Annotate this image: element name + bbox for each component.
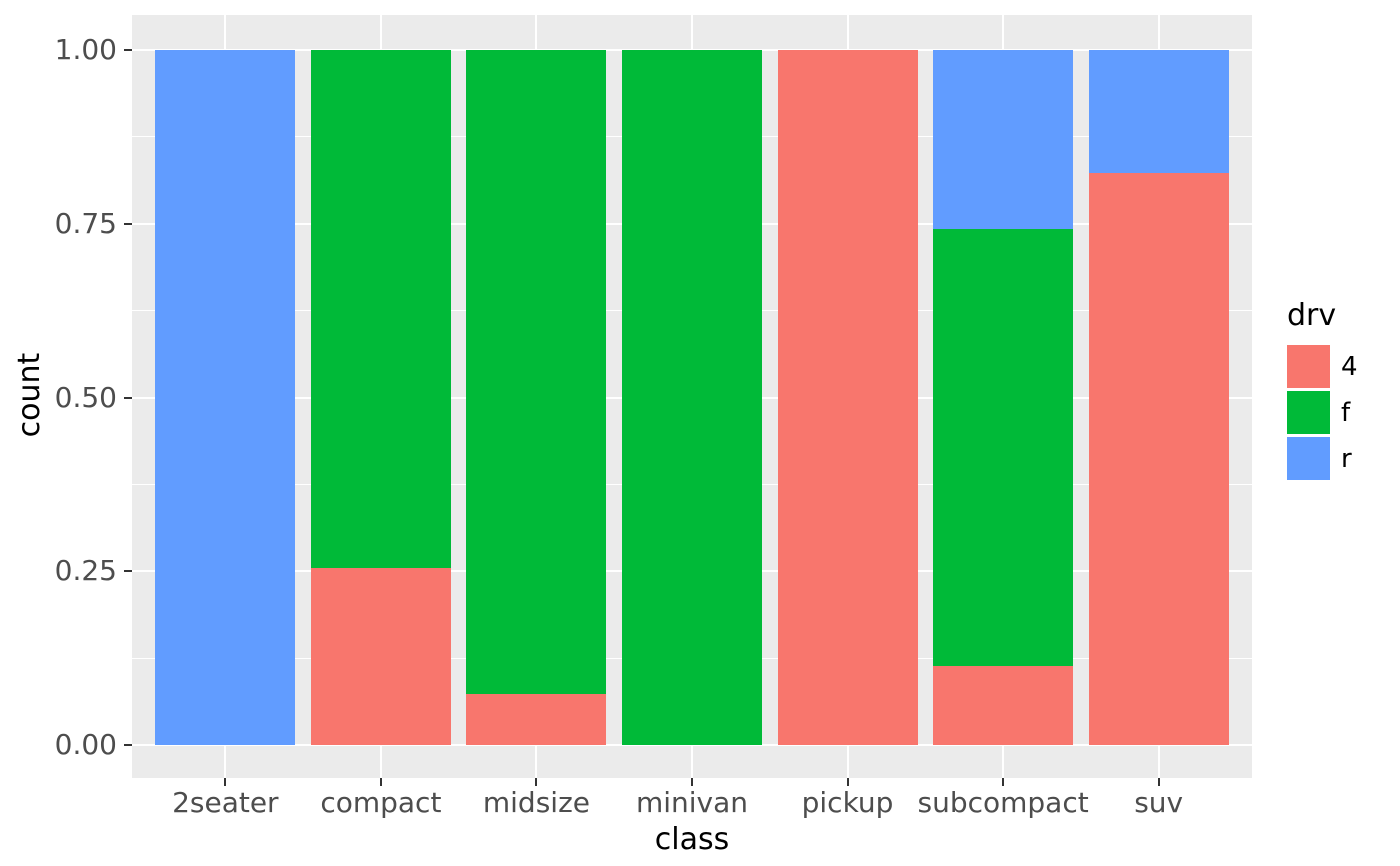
bar-subcompact-drv-f <box>933 228 1074 666</box>
legend-title: drv <box>1287 298 1337 333</box>
x-tick-label: midsize <box>482 786 590 819</box>
y-tick-label: 0.50 <box>54 380 117 414</box>
x-tick <box>691 778 693 786</box>
bar-2seater-drv-r <box>155 50 296 745</box>
legend-key-4 <box>1287 345 1330 388</box>
bar-suv-drv-r <box>1088 50 1229 174</box>
y-tick <box>124 49 132 51</box>
bar-minivan-drv-f <box>622 50 762 745</box>
bar-midsize-drv-f <box>466 50 607 695</box>
bar-midsize-drv-4 <box>466 694 607 745</box>
x-tick <box>846 778 849 786</box>
x-tick-label: suv <box>1134 786 1184 819</box>
bar-subcompact-drv-4 <box>933 665 1074 745</box>
y-tick-label: 1.00 <box>54 33 117 66</box>
legend-label-4: 4 <box>1341 351 1358 382</box>
legend-label-r: r <box>1341 443 1352 474</box>
bar-suv-drv-4 <box>1088 173 1229 745</box>
x-tick <box>1157 778 1160 786</box>
y-axis-title: count <box>12 352 47 438</box>
x-tick-label: minivan <box>635 786 749 819</box>
y-tick <box>124 222 132 225</box>
x-tick <box>1002 778 1005 786</box>
horizontal-major-gridline <box>132 744 1252 746</box>
bar-pickup-drv-4 <box>777 50 918 745</box>
legend-key-r <box>1287 437 1330 480</box>
x-tick-label: pickup <box>801 786 894 819</box>
y-tick <box>124 396 132 399</box>
legend-label-f: f <box>1341 397 1351 428</box>
x-tick-label: 2seater <box>172 786 279 819</box>
x-tick <box>224 778 227 786</box>
bar-subcompact-drv-r <box>933 50 1074 229</box>
x-tick-label: compact <box>320 786 442 819</box>
bar-compact-drv-4 <box>310 567 451 745</box>
bar-compact-drv-f <box>310 50 451 568</box>
x-tick <box>379 778 382 786</box>
y-tick <box>124 744 132 746</box>
plot-panel <box>132 15 1252 778</box>
y-tick-label: 0.00 <box>54 728 117 761</box>
x-tick <box>535 778 538 786</box>
x-axis-title: class <box>654 822 730 857</box>
y-tick-label: 0.25 <box>54 554 117 588</box>
legend-key-f <box>1287 391 1330 434</box>
y-tick <box>124 570 132 573</box>
x-tick-label: subcompact <box>917 786 1089 819</box>
y-tick-label: 0.75 <box>54 206 117 240</box>
